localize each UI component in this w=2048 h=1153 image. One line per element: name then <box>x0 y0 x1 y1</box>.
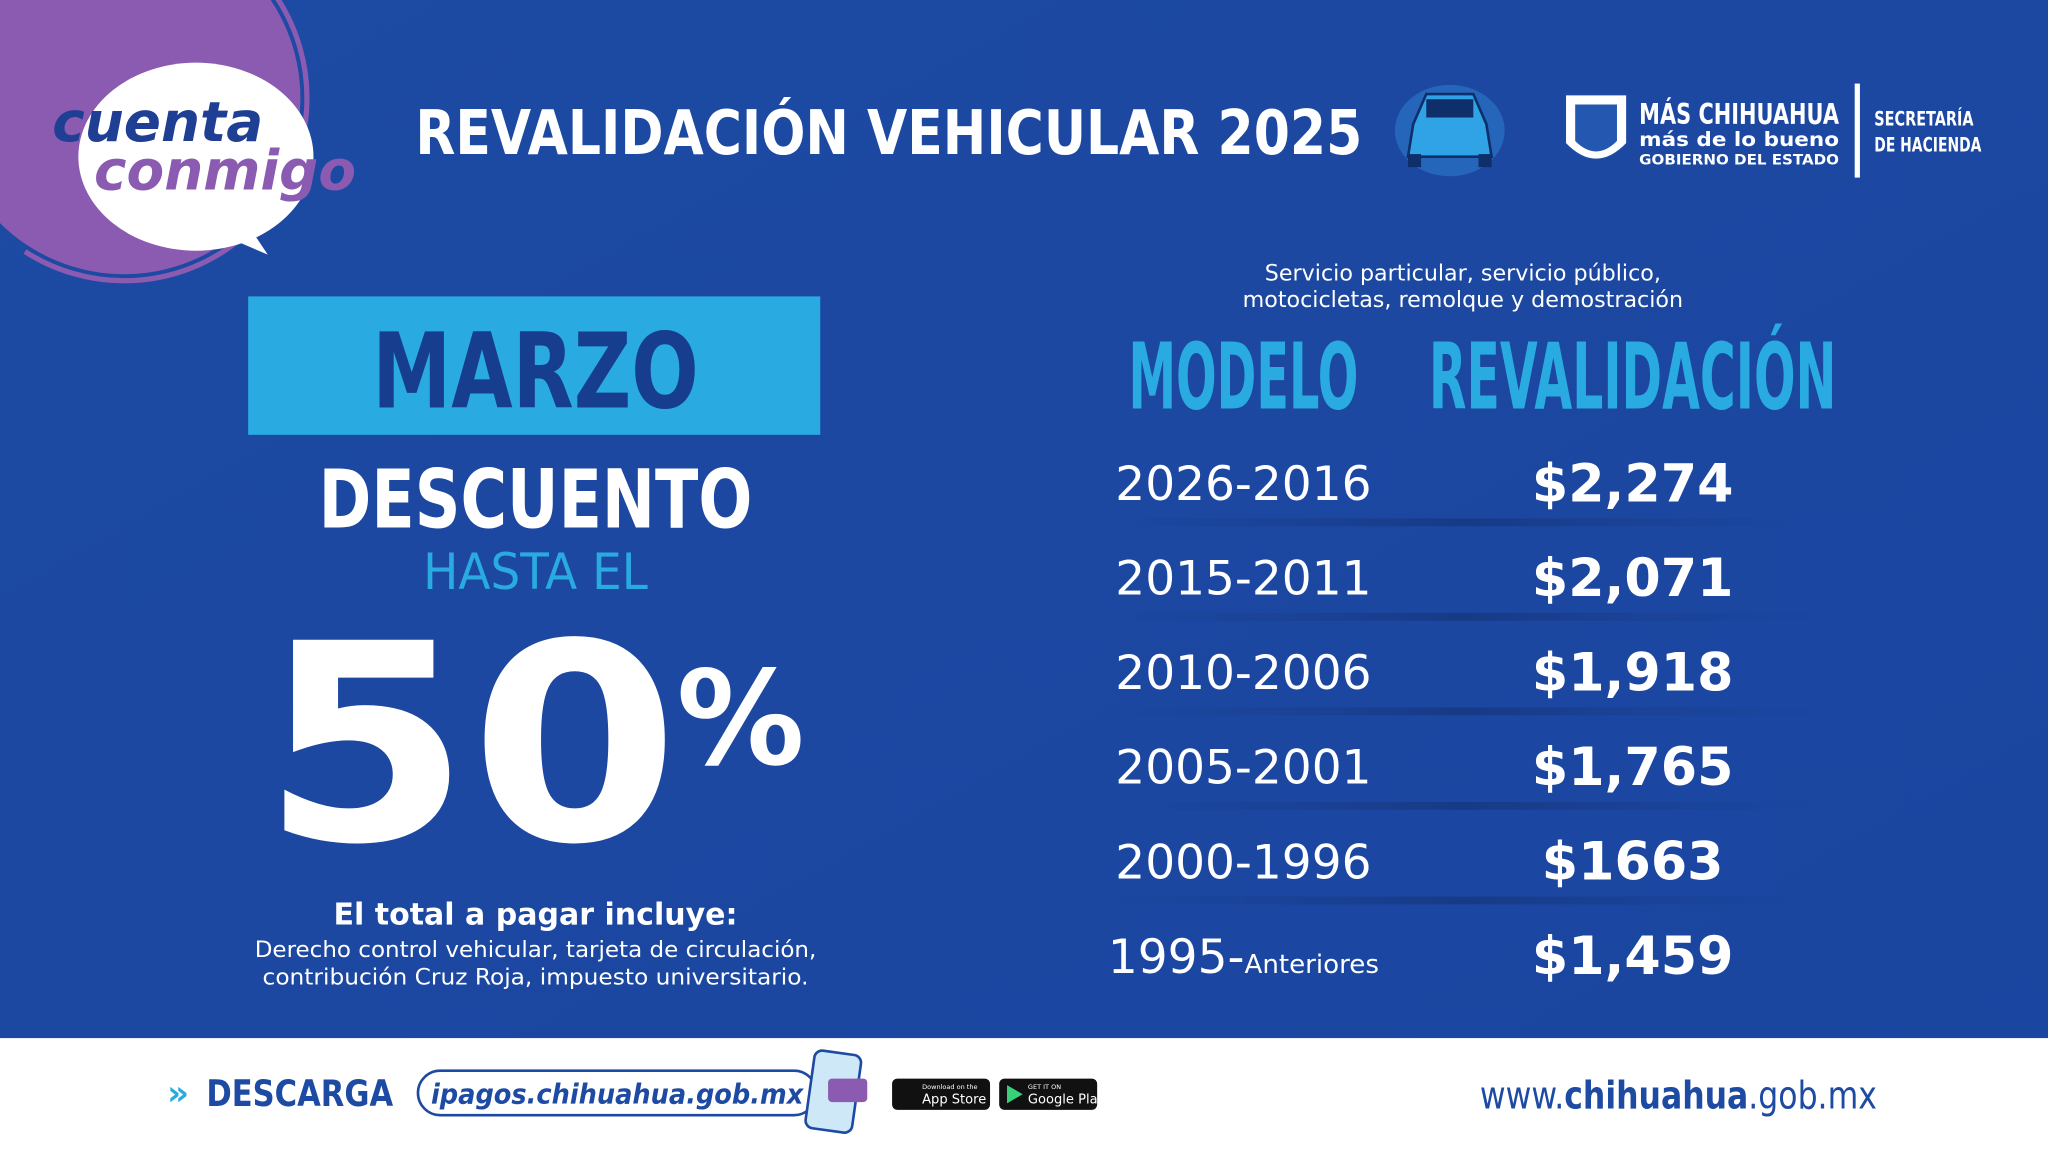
table-body: 2026-2016 $2,274 2015-2011 $2,071 2010-2006 $… <box>1108 454 1816 987</box>
discount: DESCUENTO <box>319 454 753 548</box>
gov-name: MÁS CHIHUAHUA <box>1639 97 1839 131</box>
gov-slogan: más de lo bueno <box>1639 128 1839 151</box>
app-store-badge[interactable]: Download on the App Store <box>892 1078 991 1110</box>
website-part: chihuahua <box>1564 1074 1748 1118</box>
badge-text: Google Play <box>1028 1092 1106 1107</box>
logo: cuenta conmigo <box>0 0 356 284</box>
model: 2010-2006 <box>1115 646 1371 701</box>
table-header: REVALIDACIÓN <box>1429 324 1837 431</box>
model: 2000-1996 <box>1115 835 1371 890</box>
price: $2,274 <box>1532 454 1734 514</box>
badge-small: Download on the <box>922 1083 977 1091</box>
logo-text: conmigo <box>94 138 356 202</box>
arrows: » <box>167 1074 189 1114</box>
row-separator <box>1110 802 1816 810</box>
table-subtitle: motocicletas, remolque y demostración <box>1243 287 1683 313</box>
model-range: 2000-1996 <box>1115 835 1371 890</box>
table-subtitle: Servicio particular, servicio público, <box>1265 261 1661 287</box>
gov-entity: GOBIERNO DEL ESTADO <box>1639 153 1839 169</box>
up-to: HASTA EL <box>423 543 648 601</box>
row-separator <box>1110 896 1816 905</box>
month-box <box>248 296 821 435</box>
model: 2026-2016 <box>1115 457 1371 512</box>
download-label: DESCARGA <box>206 1072 393 1115</box>
includes-text: contribución Cruz Roja, impuesto univers… <box>263 965 809 991</box>
logo-text: cuenta <box>52 90 263 154</box>
url[interactable]: ipagos.chihuahua.gob.mx <box>431 1079 804 1110</box>
includes-title: El total a pagar incluye: <box>333 897 737 932</box>
google-play-badge[interactable]: GET IT ON Google Play <box>999 1078 1106 1110</box>
row-separator <box>1110 518 1816 527</box>
price: $1,918 <box>1532 644 1734 704</box>
model: 2005-2001 <box>1115 741 1371 796</box>
model: 1995-Anteriores <box>1108 930 1379 985</box>
row-separator <box>1110 707 1816 716</box>
badge-text: App Store <box>922 1092 986 1107</box>
gov-logo: MÁS CHIHUAHUA más de lo bueno GOBIERNO D… <box>1563 83 1982 178</box>
price: $2,071 <box>1532 549 1734 609</box>
car-icon <box>1394 84 1505 177</box>
percent-sign: % <box>677 643 805 795</box>
month: MARZO <box>372 310 699 432</box>
price: $1,459 <box>1532 927 1734 987</box>
model-range: 1995- <box>1108 930 1245 985</box>
website[interactable]: www.chihuahua.gob.mx <box>1480 1074 1877 1118</box>
badge-small: GET IT ON <box>1028 1083 1061 1091</box>
model-suffix: Anteriores <box>1244 950 1379 980</box>
row-separator <box>1110 612 1816 621</box>
title: REVALIDACIÓN VEHICULAR 2025 <box>415 98 1362 169</box>
price: $1,765 <box>1532 738 1734 798</box>
price: $1663 <box>1542 833 1724 893</box>
percent-number: 50 <box>261 585 679 905</box>
office: DE HACIENDA <box>1874 133 1982 156</box>
office: SECRETARÍA <box>1874 107 1974 130</box>
model-range: 2015-2011 <box>1115 552 1371 607</box>
model: 2015-2011 <box>1115 552 1371 607</box>
phone-icon <box>804 1049 868 1134</box>
website-part: www. <box>1480 1074 1564 1118</box>
includes-text: Derecho control vehicular, tarjeta de ci… <box>255 937 817 963</box>
model-range: 2026-2016 <box>1115 457 1371 512</box>
website-part: .gob.mx <box>1748 1074 1877 1118</box>
model-range: 2005-2001 <box>1115 741 1371 796</box>
table-header: MODELO <box>1128 324 1358 431</box>
model-range: 2010-2006 <box>1115 646 1371 701</box>
